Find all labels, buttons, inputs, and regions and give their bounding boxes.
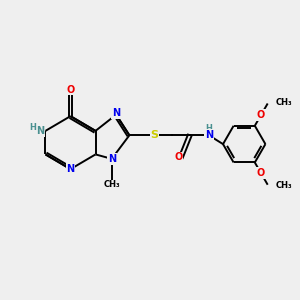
Text: O: O xyxy=(174,152,183,162)
Text: CH₃: CH₃ xyxy=(275,98,292,107)
Text: N: N xyxy=(36,126,44,136)
Text: N: N xyxy=(205,130,213,140)
Text: CH₃: CH₃ xyxy=(275,181,292,190)
Text: O: O xyxy=(66,85,75,94)
Text: O: O xyxy=(257,168,265,178)
Text: CH₃: CH₃ xyxy=(103,180,120,189)
Text: N: N xyxy=(108,154,116,164)
Text: O: O xyxy=(257,110,265,120)
Text: H: H xyxy=(30,123,37,132)
Text: S: S xyxy=(150,130,158,140)
Text: N: N xyxy=(112,108,120,118)
Text: N: N xyxy=(66,164,75,174)
Text: H: H xyxy=(205,124,212,133)
